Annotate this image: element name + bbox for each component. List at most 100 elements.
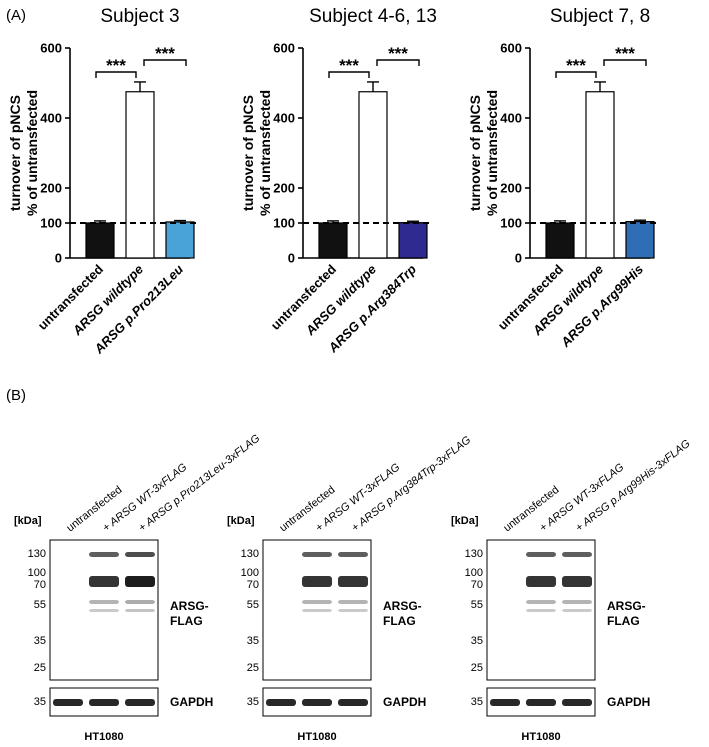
gapdh-label: GAPDH <box>170 695 213 709</box>
cell-line-label: HT1080 <box>521 731 560 743</box>
significance-stars: *** <box>155 44 175 63</box>
y-tick-label: 600 <box>273 41 295 56</box>
gapdh-band <box>266 699 296 706</box>
flag-label: FLAG <box>170 614 203 628</box>
y-tick-label: 400 <box>273 111 295 126</box>
flag-label: FLAG <box>383 614 416 628</box>
y-tick-label: 100 <box>500 216 522 231</box>
y-axis-label: % of untransfected <box>484 90 500 216</box>
y-axis-label: % of untransfected <box>257 90 273 216</box>
protein-band <box>562 609 592 612</box>
protein-band <box>526 609 556 612</box>
flag-label: FLAG <box>607 614 640 628</box>
mw-marker: 100 <box>465 567 483 579</box>
y-tick-label: 400 <box>500 111 522 126</box>
y-axis-label: turnover of pNCS <box>240 95 256 211</box>
bar-chart-1: Subject 3 turnover of pNCS% of untransfec… <box>7 6 198 357</box>
gapdh-mw-marker: 35 <box>34 696 46 708</box>
significance-bracket <box>555 71 597 78</box>
chart-title: Subject 3 <box>100 6 179 27</box>
mw-marker: 100 <box>241 567 259 579</box>
mw-marker: 25 <box>471 662 483 674</box>
flag-label: ARSG- <box>607 599 646 613</box>
y-tick-label: 600 <box>500 41 522 56</box>
y-tick-label: 200 <box>500 181 522 196</box>
y-tick-label: 100 <box>40 216 62 231</box>
bar-1 <box>545 222 575 259</box>
bar-2 <box>358 91 388 259</box>
significance-bracket <box>95 71 137 78</box>
bar-3 <box>625 221 655 259</box>
protein-band <box>89 576 119 587</box>
kda-label: [kDa] <box>227 515 255 527</box>
protein-band <box>302 609 332 612</box>
kda-label: [kDa] <box>14 515 42 527</box>
y-tick-label: 100 <box>273 216 295 231</box>
protein-band <box>526 600 556 604</box>
gapdh-band <box>562 699 592 706</box>
gapdh-band <box>526 699 556 706</box>
significance-stars: *** <box>106 56 126 75</box>
mw-marker: 130 <box>465 548 483 560</box>
protein-band <box>89 600 119 604</box>
western-blot-1: untransfected+ ARSG WT-3xFLAG+ ARSG p.Pr… <box>14 432 263 743</box>
mw-marker: 100 <box>28 567 46 579</box>
significance-bracket <box>603 59 647 66</box>
kda-label: [kDa] <box>451 515 479 527</box>
cell-line-label: HT1080 <box>297 731 336 743</box>
protein-band <box>125 600 155 604</box>
anti-flag-blot <box>486 539 596 681</box>
protein-band <box>338 609 368 612</box>
flag-label: ARSG- <box>383 599 422 613</box>
protein-band <box>302 576 332 587</box>
flag-label: ARSG- <box>170 599 209 613</box>
protein-band <box>125 609 155 612</box>
mw-marker: 55 <box>247 599 259 611</box>
protein-band <box>125 552 155 557</box>
protein-band <box>562 552 592 557</box>
y-tick-label: 200 <box>273 181 295 196</box>
y-axis-label: turnover of pNCS <box>467 95 483 211</box>
mw-marker: 25 <box>247 662 259 674</box>
mw-marker: 70 <box>34 579 46 591</box>
gapdh-mw-marker: 35 <box>471 696 483 708</box>
significance-stars: *** <box>615 44 635 63</box>
protein-band <box>526 576 556 587</box>
category-label: ARSG wildtype <box>302 262 379 339</box>
protein-band <box>526 552 556 557</box>
protein-band <box>338 576 368 587</box>
gapdh-band <box>89 699 119 706</box>
protein-band <box>125 576 155 587</box>
mw-marker: 130 <box>28 548 46 560</box>
anti-flag-blot <box>49 539 159 681</box>
gapdh-label: GAPDH <box>383 695 426 709</box>
gapdh-mw-marker: 35 <box>247 696 259 708</box>
protein-band <box>338 600 368 604</box>
western-blot-2: untransfected+ ARSG WT-3xFLAG+ ARSG p.Ar… <box>227 434 474 743</box>
mw-marker: 130 <box>241 548 259 560</box>
y-tick-label: 0 <box>515 251 522 266</box>
y-tick-label: 0 <box>55 251 62 266</box>
gapdh-label: GAPDH <box>607 695 650 709</box>
y-tick-label: 400 <box>40 111 62 126</box>
category-label: ARSG wildtype <box>529 262 606 339</box>
gapdh-band <box>302 699 332 706</box>
bar-2 <box>125 91 155 259</box>
category-label: ARSG wildtype <box>69 262 146 339</box>
gapdh-band <box>490 699 520 706</box>
bar-3 <box>398 222 428 259</box>
significance-stars: *** <box>388 44 408 63</box>
gapdh-band <box>125 699 155 706</box>
bar-chart-2: Subject 4-6, 13 turnover of pNCS% of untr… <box>240 6 437 356</box>
protein-band <box>338 552 368 557</box>
mw-marker: 55 <box>471 599 483 611</box>
mw-marker: 70 <box>471 579 483 591</box>
bar-3 <box>165 221 195 259</box>
protein-band <box>89 552 119 557</box>
panel-b-label: (B) <box>6 387 26 404</box>
protein-band <box>302 552 332 557</box>
significance-stars: *** <box>566 56 586 75</box>
mw-marker: 25 <box>34 662 46 674</box>
